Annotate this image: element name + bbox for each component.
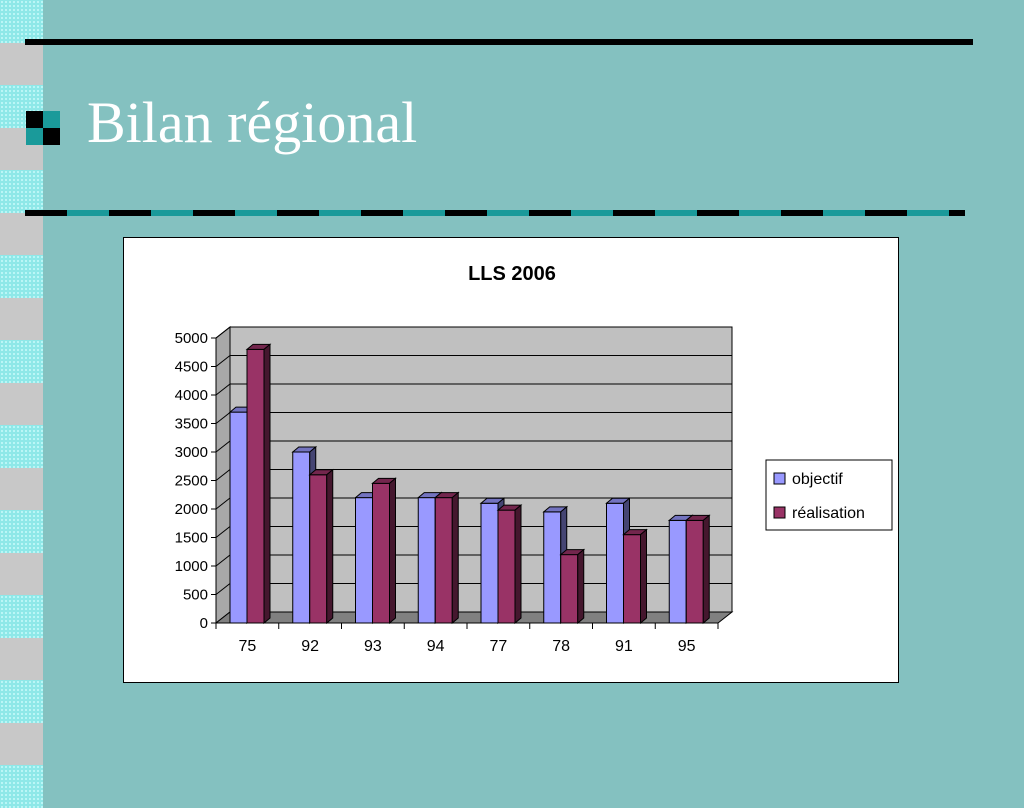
y-tick-label: 500 [183, 587, 208, 604]
x-tick-label: 93 [364, 638, 382, 655]
stripe-cell [0, 425, 43, 468]
bar-side-face [640, 528, 647, 625]
y-tick-label: 3500 [175, 416, 208, 433]
legend-box [765, 459, 893, 531]
bar-realisation [560, 554, 579, 624]
x-tick-label: 91 [615, 638, 633, 655]
bar-objectif [229, 411, 248, 624]
gridline-side [215, 440, 231, 453]
x-tick-label: 92 [301, 638, 319, 655]
gridline-side [215, 554, 231, 567]
stripe-cell [0, 340, 43, 383]
legend-swatch-objectif [773, 472, 786, 485]
legend-swatch-realisation [773, 506, 786, 519]
stripe-cell [0, 722, 43, 766]
bar-objectif [292, 451, 311, 624]
gridline-side [215, 469, 231, 481]
bar-objectif [606, 502, 624, 624]
bar-side-face [577, 548, 585, 625]
bar-objectif [417, 497, 436, 624]
x-tick-label: 77 [489, 638, 507, 655]
stripe-cell [0, 42, 43, 86]
stripe-cell [0, 467, 43, 511]
y-tick-label: 4500 [175, 359, 208, 376]
y-tick-label: 1500 [175, 530, 208, 547]
y-tick-label: 5000 [175, 330, 208, 347]
bar-realisation [309, 474, 328, 624]
gridline-side [215, 355, 231, 367]
legend-label: réalisation [792, 505, 865, 522]
x-tick-label: 75 [238, 638, 256, 655]
bar-objectif [543, 511, 562, 624]
bar-side-face [451, 491, 459, 625]
y-tick-label: 2000 [175, 501, 208, 518]
x-tick-label: 95 [678, 638, 696, 655]
bar-chart: LLS 2006 0 500 1000 1500 2000 2500 3000 3500 400… [175, 263, 893, 655]
gridline-side [215, 497, 231, 510]
stripe-cell [0, 637, 43, 681]
bar-side-face [389, 477, 396, 625]
stripe-cell [0, 0, 43, 43]
y-tick-label: 2500 [175, 473, 208, 490]
bar-realisation [372, 482, 390, 624]
stripe-cell [0, 297, 43, 341]
gridline-side [215, 412, 231, 424]
gridline-side [215, 383, 231, 396]
x-tick-label: 78 [552, 638, 570, 655]
bar-realisation [246, 348, 265, 624]
gridline-side [215, 326, 231, 339]
top-rule [25, 39, 973, 45]
page-title: Bilan régional [87, 90, 418, 155]
stripe-cell [0, 170, 43, 213]
bar-side-face [263, 343, 271, 625]
bar-realisation [497, 509, 516, 624]
y-tick-label: 1000 [175, 558, 208, 575]
stripe-cell [0, 382, 43, 426]
y-tick-label: 0 [200, 615, 208, 632]
stripe-cell [0, 255, 43, 298]
stripe-cell [0, 510, 43, 553]
bar-realisation [623, 534, 641, 624]
stripe-cell [0, 212, 43, 256]
y-tick-label: 3000 [175, 444, 208, 461]
gridline-side [215, 526, 231, 538]
chart-container: LLS 2006 0 500 1000 1500 2000 2500 3000 3500 400… [123, 237, 899, 683]
title-bullet-icon [26, 111, 60, 145]
bar-objectif [480, 502, 499, 624]
x-tick-label: 94 [427, 638, 445, 655]
bar-objectif [355, 497, 373, 624]
legend-label: objectif [792, 471, 843, 488]
y-tick-label: 4000 [175, 387, 208, 404]
stripe-cell [0, 595, 43, 638]
chart-title: LLS 2006 [468, 263, 556, 285]
stripe-cell [0, 680, 43, 723]
stripe-cell [0, 765, 43, 808]
dashed-divider [25, 210, 965, 216]
bar-objectif [668, 519, 687, 624]
bar-side-face [702, 514, 710, 625]
bar-side-face [326, 468, 334, 625]
gridline-side [215, 583, 231, 595]
bar-realisation [434, 497, 453, 624]
stripe-cell [0, 552, 43, 596]
bar-realisation [685, 519, 704, 624]
bar-side-face [514, 504, 522, 625]
